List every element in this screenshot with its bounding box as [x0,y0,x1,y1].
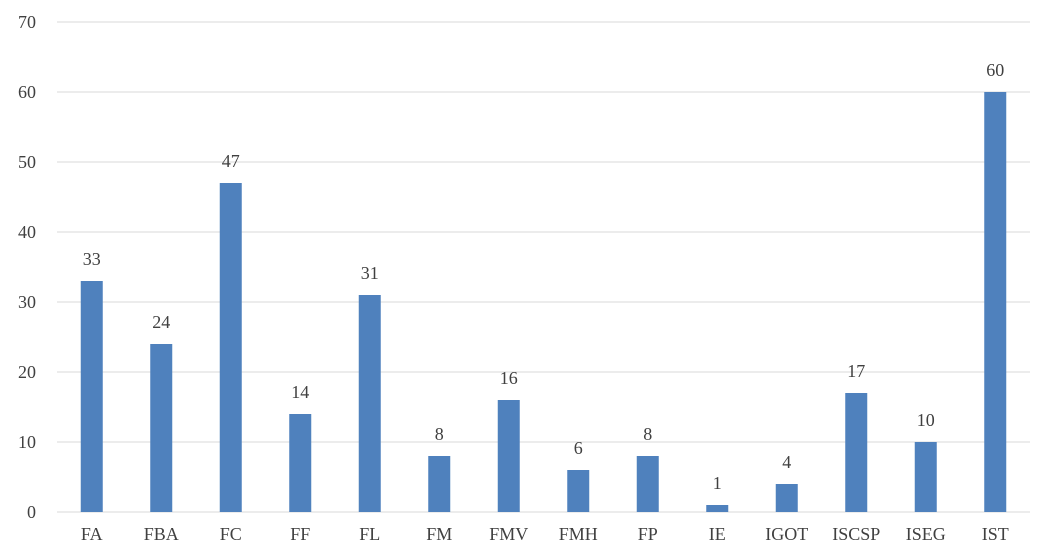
data-label-iseg: 10 [917,410,935,430]
data-label-fm: 8 [435,424,444,444]
y-tick-label: 0 [27,502,36,522]
y-axis-tick-labels: 0 10 20 30 40 50 60 70 [18,12,36,522]
bars [80,92,1007,512]
bar-fl [358,295,381,512]
bar-ist [984,92,1007,512]
bar-ff [289,414,312,512]
y-tick-label: 70 [18,12,36,32]
bar-fmh [567,470,590,512]
bar-iscsp [845,393,868,512]
bar-ie [706,505,729,512]
x-tick-label-iscsp: ISCSP [832,524,880,544]
gridlines [57,21,1030,513]
data-label-ie: 1 [713,473,722,493]
data-label-iscsp: 17 [847,361,865,381]
data-label-fp: 8 [643,424,652,444]
x-tick-label-igot: IGOT [765,524,808,544]
x-axis-category-labels: FA FBA FC FF FL FM FMV FMH FP IE IGOT ISCSP ISEG IST [81,524,1009,544]
bar-fp [636,456,659,512]
bar-fc [219,183,242,512]
y-tick-label: 50 [18,152,36,172]
x-tick-label-fmh: FMH [559,524,598,544]
x-tick-label-fm: FM [426,524,452,544]
y-tick-label: 20 [18,362,36,382]
data-label-fmh: 6 [574,438,583,458]
x-tick-label-ie: IE [709,524,726,544]
x-tick-label-fba: FBA [144,524,179,544]
y-tick-label: 60 [18,82,36,102]
x-tick-label-fp: FP [638,524,658,544]
x-tick-label-fa: FA [81,524,103,544]
bar-fa [80,281,103,512]
y-tick-label: 30 [18,292,36,312]
x-tick-label-fc: FC [220,524,242,544]
x-tick-label-iseg: ISEG [906,524,946,544]
data-label-fl: 31 [361,263,379,283]
x-tick-label-ff: FF [290,524,310,544]
y-tick-label: 40 [18,222,36,242]
x-tick-label-ist: IST [982,524,1009,544]
bar-fmv [497,400,520,512]
data-label-ist: 60 [986,60,1004,80]
x-tick-label-fmv: FMV [489,524,528,544]
bar-fm [428,456,451,512]
x-tick-label-fl: FL [359,524,380,544]
bar-iseg [914,442,937,512]
y-tick-label: 10 [18,432,36,452]
data-label-fa: 33 [83,249,101,269]
data-label-igot: 4 [782,452,791,472]
data-label-fc: 47 [222,151,240,171]
data-label-fmv: 16 [500,368,518,388]
bar-igot [775,484,798,512]
bar-fba [150,344,173,512]
data-label-fba: 24 [152,312,170,332]
data-label-ff: 14 [291,382,309,402]
